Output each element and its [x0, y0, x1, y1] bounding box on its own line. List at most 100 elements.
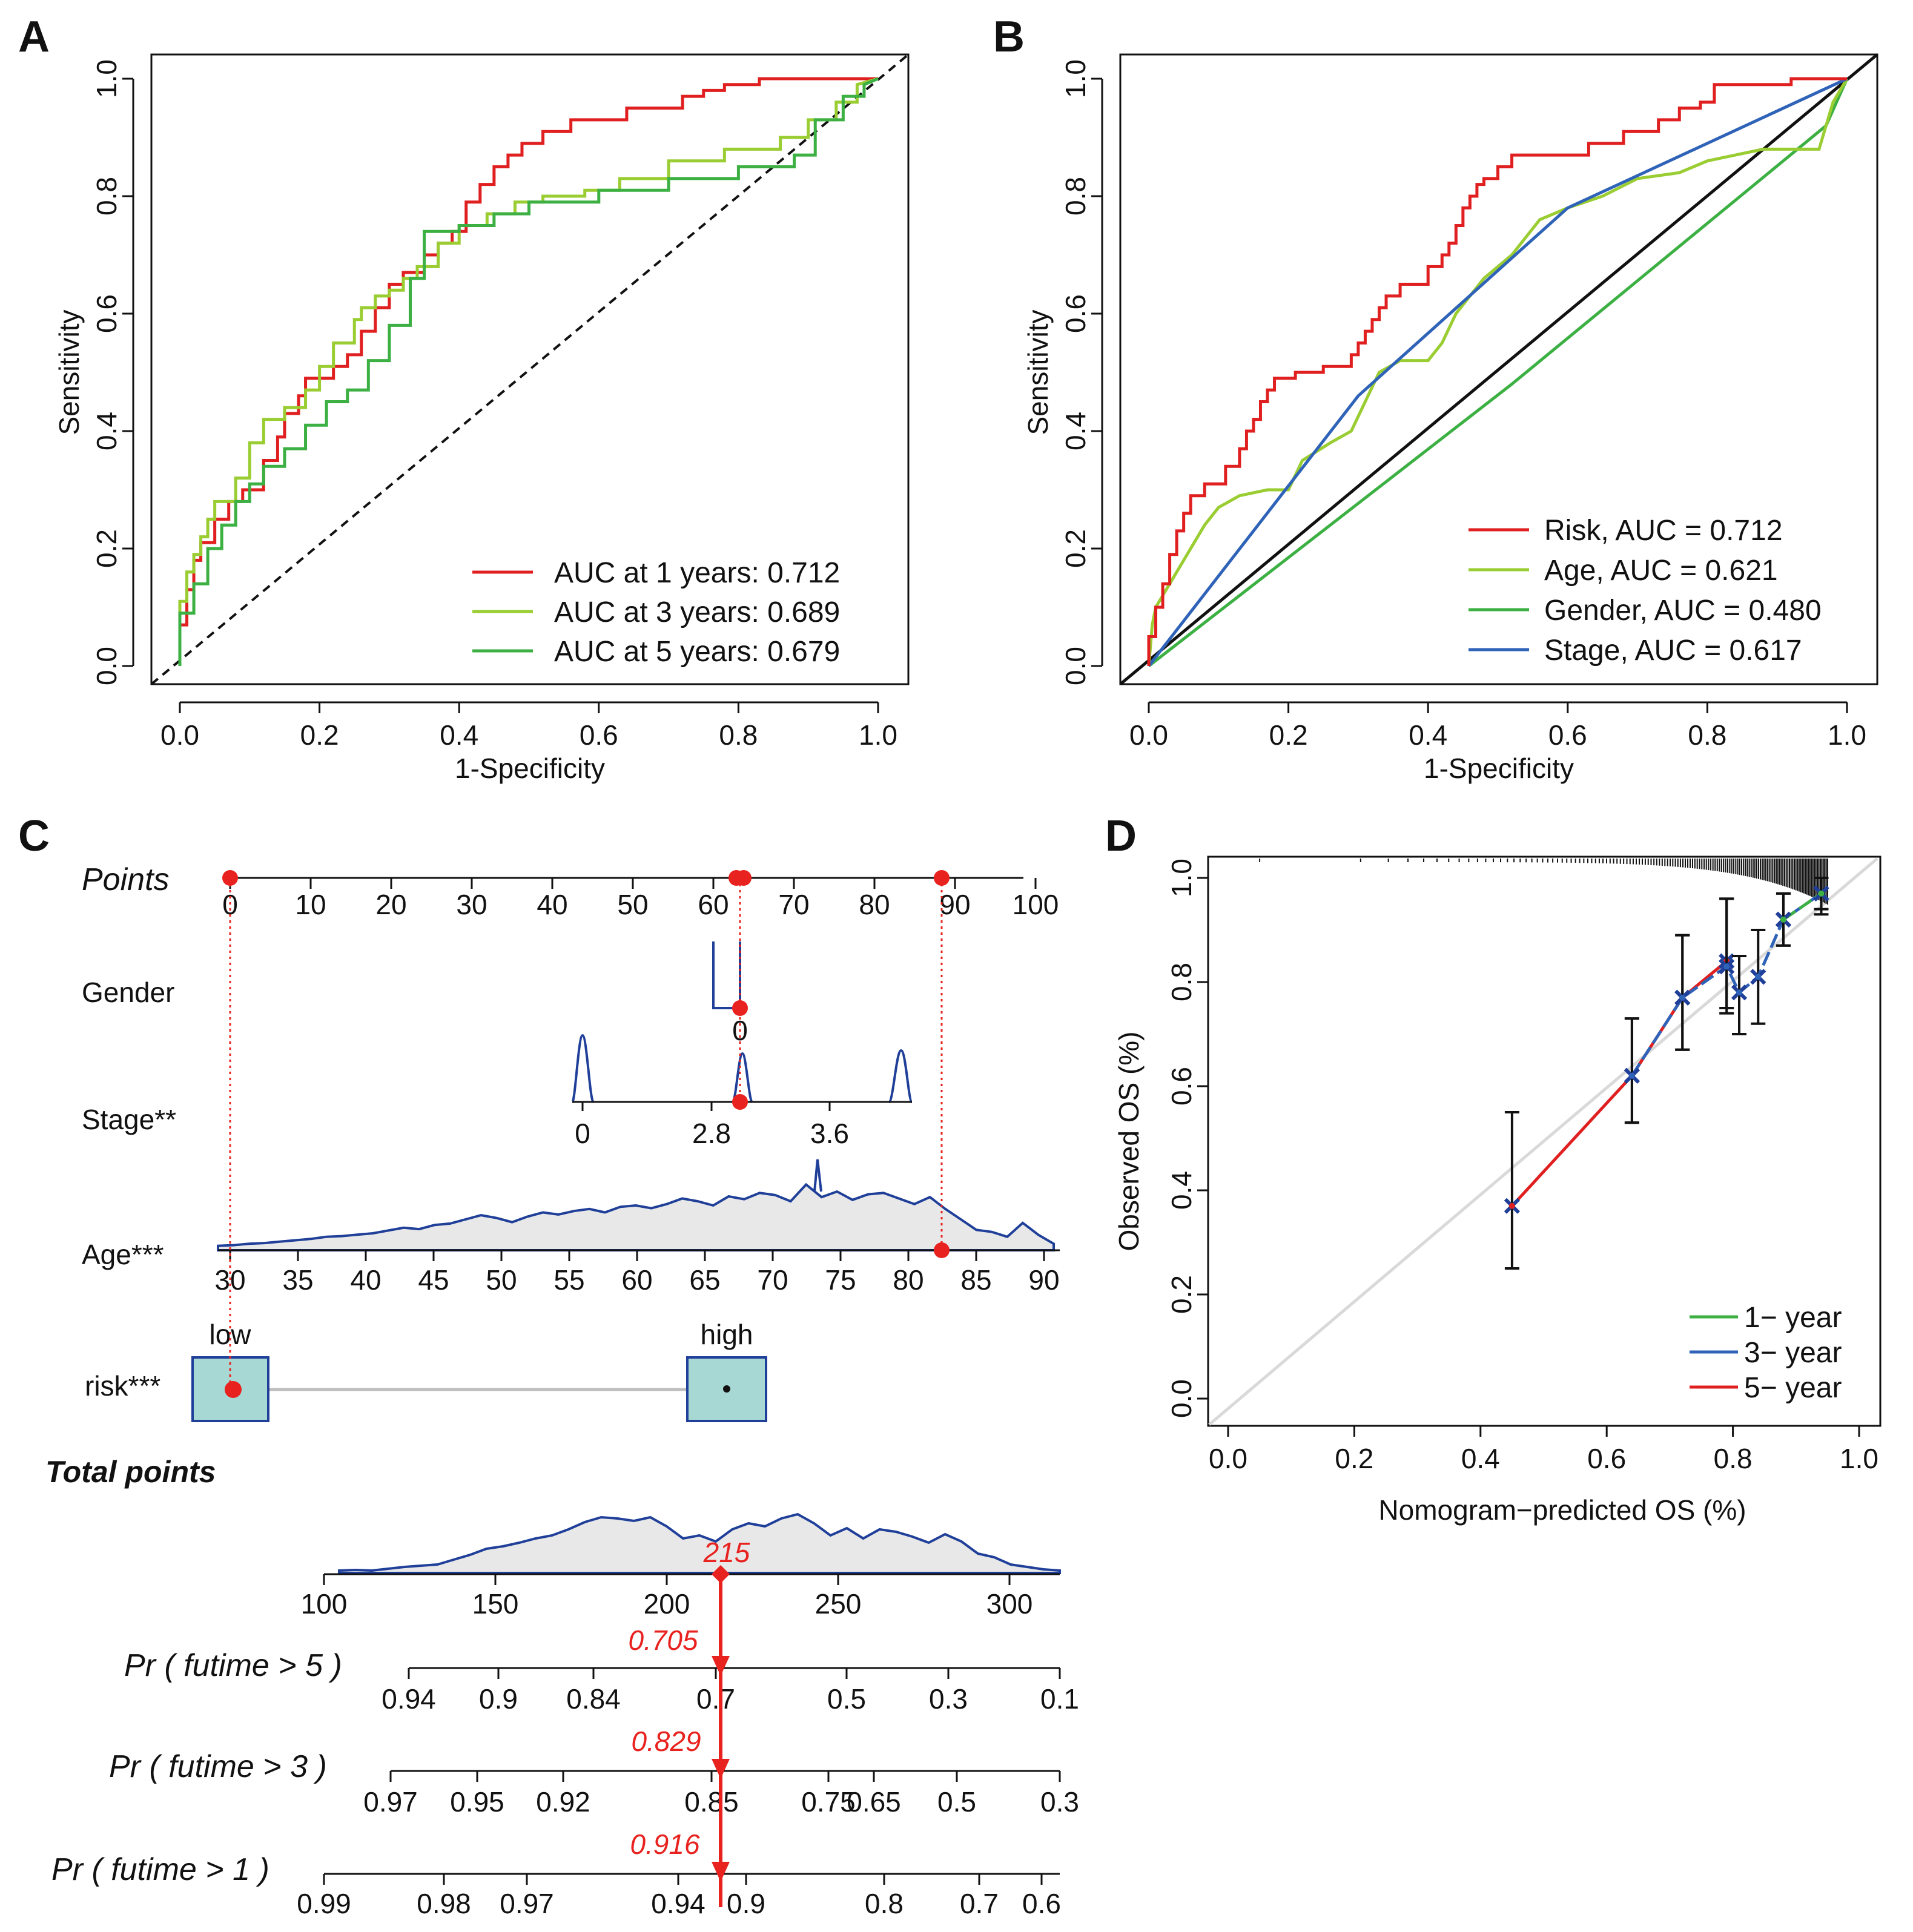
age-tick-label: 85 [960, 1264, 991, 1296]
total-points-tick-label: 200 [644, 1588, 690, 1620]
b-y-tick-label: 0.0 [1060, 647, 1091, 685]
b-y-tick-label: 1.0 [1060, 59, 1091, 98]
age-tick-label: 90 [1028, 1264, 1059, 1296]
prob-1-tick-label: 0.8 [865, 1888, 904, 1919]
a-x-tick-label: 0.0 [160, 719, 199, 751]
prob-3-label: Pr ( futime > 3 ) [109, 1749, 327, 1784]
d-x-tick-label: 0.2 [1335, 1443, 1373, 1474]
prob-1-label: Pr ( futime > 1 ) [51, 1852, 269, 1887]
panel-b-series [1147, 77, 1849, 667]
marker-points-89 [934, 870, 950, 886]
points-tick-label: 20 [375, 889, 406, 920]
stage-tick-2: 3.6 [810, 1118, 849, 1149]
panel-d-legend-label: 1− year [1744, 1302, 1842, 1334]
age-tick-label: 75 [825, 1264, 856, 1296]
age-tick-label: 40 [350, 1264, 381, 1296]
marker-prob-5 [712, 1656, 730, 1676]
panel-d-series [1504, 877, 1829, 1270]
total-points-tick-label: 100 [301, 1588, 348, 1620]
stage-density-peak-3 [888, 1049, 913, 1103]
total-points-label: Total points [45, 1455, 216, 1489]
prob-5-tick-label: 0.9 [479, 1683, 518, 1715]
marker-risk-low [225, 1381, 242, 1398]
panel-d-legend-label: 5− year [1744, 1372, 1842, 1404]
age-tick-label: 70 [757, 1264, 788, 1296]
panel-b-series-age [1147, 77, 1849, 667]
prob-3-ticks: 0.97 0.95 0.92 0.85 0.750.65 0.5 0.3 [363, 1771, 1079, 1818]
panel-a-legend-label: AUC at 1 years: 0.712 [554, 557, 840, 589]
panel-b-frame [1119, 53, 1878, 685]
prob-1-tick-label: 0.6 [1022, 1888, 1061, 1919]
stage-tick-0: 0 [575, 1118, 590, 1149]
risk-box-high-center [723, 1385, 730, 1393]
panel-d-x-ticks: 0.0 0.2 0.4 0.6 0.8 1.0 [1209, 1425, 1878, 1474]
points-tick-label: 40 [537, 889, 567, 920]
calibration-line-3 [1511, 960, 1728, 1207]
points-tick-label: 80 [859, 889, 890, 920]
panel-a-x-ticks: 0.0 0.2 0.4 0.6 0.8 1.0 [160, 701, 897, 751]
panel-a-reference-diagonal [150, 53, 910, 685]
age-tick-label: 35 [282, 1264, 313, 1296]
total-points-tick-label: 250 [815, 1588, 862, 1620]
d-y-tick-label: 0.6 [1166, 1067, 1197, 1106]
prob-1-value: 0.916 [630, 1828, 700, 1860]
a-y-tick-label: 0.2 [91, 529, 122, 568]
prob-1-tick-label: 0.99 [297, 1888, 351, 1919]
calibration-point-core [1736, 989, 1743, 996]
b-x-tick-label: 0.8 [1688, 719, 1726, 751]
points-tick-label: 30 [456, 889, 487, 920]
age-label: Age*** [82, 1239, 164, 1270]
a-y-tick-label: 0.6 [91, 294, 122, 333]
points-label: Points [82, 862, 170, 897]
prob-5-tick-label: 0.1 [1040, 1683, 1079, 1715]
prob-1-tick-label: 0.7 [960, 1888, 999, 1919]
panel-d-calibration: 0.0 0.2 0.4 0.6 0.8 1.0 0.0 0.2 0.4 0.6 0.8 1.0 No… [1113, 856, 1882, 1526]
prob-1-tick-label: 0.97 [500, 1888, 554, 1919]
age-density-curve [217, 1182, 1055, 1251]
panel-b-legend-label: Age, AUC = 0.621 [1544, 555, 1778, 587]
stage-density-peak-2 [732, 1052, 753, 1103]
d-y-tick-label: 0.2 [1166, 1275, 1197, 1314]
total-points-value: 215 [703, 1537, 750, 1568]
panel-d-reference-diagonal [1208, 857, 1878, 1426]
points-tick-label: 90 [939, 889, 970, 920]
prob-1-tick-label: 0.98 [417, 1888, 471, 1919]
panel-b-series-stage [1148, 77, 1848, 667]
prob-5-tick-label: 0.84 [566, 1683, 621, 1715]
prob-3-tick-label: 0.75 [801, 1786, 856, 1818]
calibration-point-core [1780, 916, 1786, 923]
points-tick-label: 100 [1013, 889, 1059, 920]
calibration-point-core [1723, 963, 1730, 970]
panel-b-xlabel: 1-Specificity [1424, 753, 1574, 784]
panel-c-nomogram: Points 0 10 20 30 40 50 60 70 80 90 100 Gender 0 S… [45, 862, 1079, 1919]
a-y-tick-label: 0.0 [91, 647, 122, 685]
age-tick-label: 80 [893, 1264, 923, 1296]
points-tick-label: 50 [617, 889, 648, 920]
points-axis-ticks: 0 10 20 30 40 50 60 70 80 90 100 [222, 878, 1059, 920]
panel-b-ylabel: Sensitivity [1022, 309, 1054, 435]
d-x-tick-label: 0.6 [1587, 1443, 1626, 1474]
calibration-point-core [1818, 890, 1825, 897]
panel-a-series-3 [178, 77, 879, 666]
prob-5-ticks: 0.94 0.9 0.84 0.7 0.5 0.3 0.1 [382, 1668, 1079, 1715]
stage-label: Stage** [82, 1104, 176, 1135]
prob-3-tick-label: 0.92 [536, 1786, 590, 1818]
prob-3-value: 0.829 [631, 1726, 701, 1757]
a-x-tick-label: 0.6 [580, 719, 618, 751]
prob-5-label: Pr ( futime > 5 ) [124, 1648, 342, 1683]
calibration-point-core [1508, 1202, 1515, 1209]
b-x-tick-label: 0.4 [1409, 719, 1447, 751]
panel-a-series [178, 77, 879, 666]
age-density-spike [813, 1159, 822, 1192]
a-x-tick-label: 0.8 [719, 719, 758, 751]
age-tick-label: 65 [689, 1264, 720, 1296]
panel-b-reference-diagonal [1119, 53, 1878, 685]
prob-1-tick-label: 0.94 [651, 1888, 705, 1919]
a-x-tick-label: 0.4 [440, 719, 478, 751]
prob-3-tick-label: 0.95 [450, 1786, 504, 1818]
d-y-tick-label: 0.8 [1166, 963, 1197, 1001]
prob-3-tick-label: 0.97 [363, 1786, 418, 1818]
age-tick-label: 50 [486, 1264, 517, 1296]
